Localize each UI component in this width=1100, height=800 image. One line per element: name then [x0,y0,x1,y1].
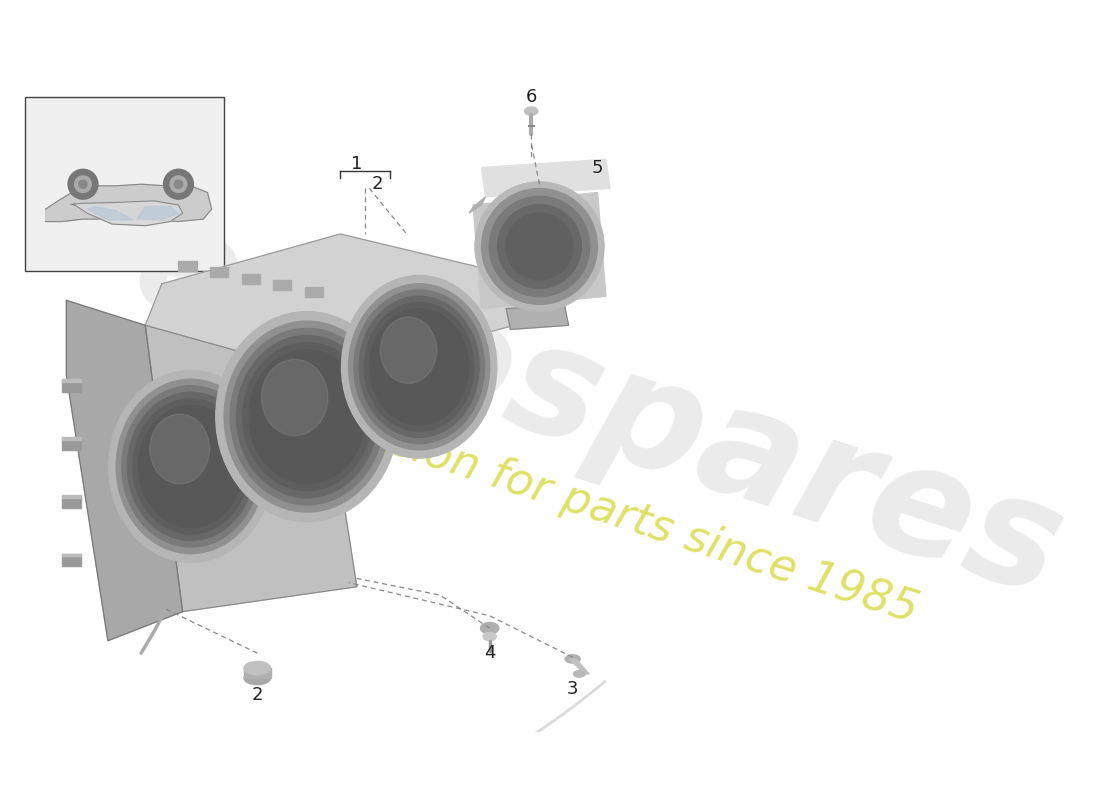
Ellipse shape [122,386,260,547]
Polygon shape [45,184,211,222]
Text: 5: 5 [592,158,603,177]
Text: 4: 4 [484,644,495,662]
Bar [305,287,323,297]
Polygon shape [506,305,569,330]
Ellipse shape [364,302,474,431]
Text: eurospares: eurospares [116,188,1080,629]
Polygon shape [87,206,133,220]
Bar [273,281,292,290]
Polygon shape [244,668,271,678]
Bar [178,261,197,270]
Polygon shape [469,197,485,214]
Circle shape [79,180,87,188]
Ellipse shape [128,392,254,541]
Ellipse shape [117,379,265,554]
Circle shape [68,170,98,199]
Ellipse shape [490,196,590,297]
Ellipse shape [230,328,384,505]
Circle shape [174,180,183,188]
Ellipse shape [349,284,490,450]
Ellipse shape [381,317,437,383]
Ellipse shape [360,296,480,438]
Ellipse shape [475,182,604,310]
Ellipse shape [573,670,585,678]
Ellipse shape [244,671,271,685]
Ellipse shape [109,370,273,562]
Bar [63,554,80,566]
Ellipse shape [249,350,365,483]
Ellipse shape [341,275,497,458]
Ellipse shape [481,622,498,634]
Polygon shape [570,659,590,674]
Text: 2: 2 [252,686,263,704]
Ellipse shape [506,213,573,280]
Ellipse shape [497,205,581,288]
Ellipse shape [262,359,328,436]
Ellipse shape [133,399,249,534]
Bar [210,267,228,277]
Bar [25,97,224,271]
Bar [63,379,80,382]
Bar [63,380,80,392]
Bar [63,495,80,498]
Bar [63,554,80,556]
Ellipse shape [370,309,469,425]
Ellipse shape [244,662,271,674]
Ellipse shape [354,290,484,443]
Circle shape [170,176,187,193]
Polygon shape [145,326,356,612]
Text: 6: 6 [526,88,537,106]
Polygon shape [482,159,610,197]
Text: 2: 2 [372,175,384,194]
Ellipse shape [483,632,496,641]
Circle shape [164,170,194,199]
Ellipse shape [482,189,597,304]
Ellipse shape [475,182,604,310]
Ellipse shape [224,321,390,512]
Polygon shape [136,206,178,220]
Text: 1: 1 [351,155,363,174]
Circle shape [75,176,91,193]
Ellipse shape [243,342,372,490]
Bar [63,438,80,440]
Ellipse shape [236,335,377,498]
Ellipse shape [139,406,243,527]
Ellipse shape [216,312,398,522]
Bar [242,274,260,284]
Bar [63,496,80,508]
Bar [63,438,80,450]
Ellipse shape [150,414,210,484]
Polygon shape [145,234,531,375]
Polygon shape [473,193,606,309]
Polygon shape [66,301,183,641]
Text: 3: 3 [566,680,579,698]
Text: a passion for parts since 1985: a passion for parts since 1985 [272,383,924,632]
Polygon shape [70,201,183,226]
Ellipse shape [525,107,538,115]
Ellipse shape [565,655,580,663]
